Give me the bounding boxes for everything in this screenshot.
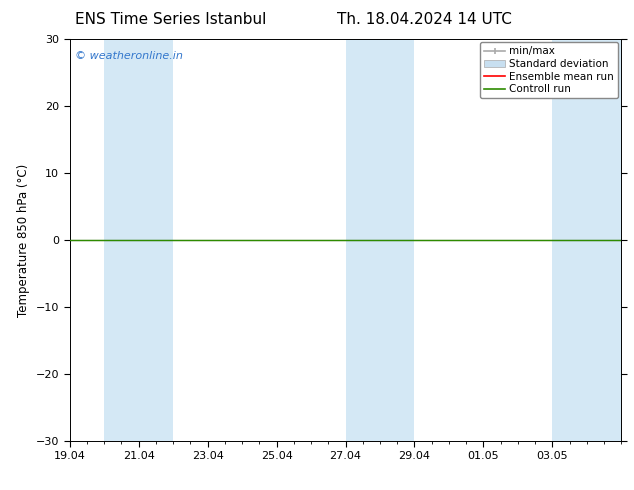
Text: Th. 18.04.2024 14 UTC: Th. 18.04.2024 14 UTC — [337, 12, 512, 27]
Bar — [104, 39, 173, 441]
Legend: min/max, Standard deviation, Ensemble mean run, Controll run: min/max, Standard deviation, Ensemble me… — [480, 42, 618, 98]
Y-axis label: Temperature 850 hPa (°C): Temperature 850 hPa (°C) — [17, 164, 30, 317]
Bar — [552, 39, 621, 441]
Text: © weatheronline.in: © weatheronline.in — [75, 51, 183, 61]
Bar — [346, 39, 415, 441]
Text: ENS Time Series Istanbul: ENS Time Series Istanbul — [75, 12, 267, 27]
